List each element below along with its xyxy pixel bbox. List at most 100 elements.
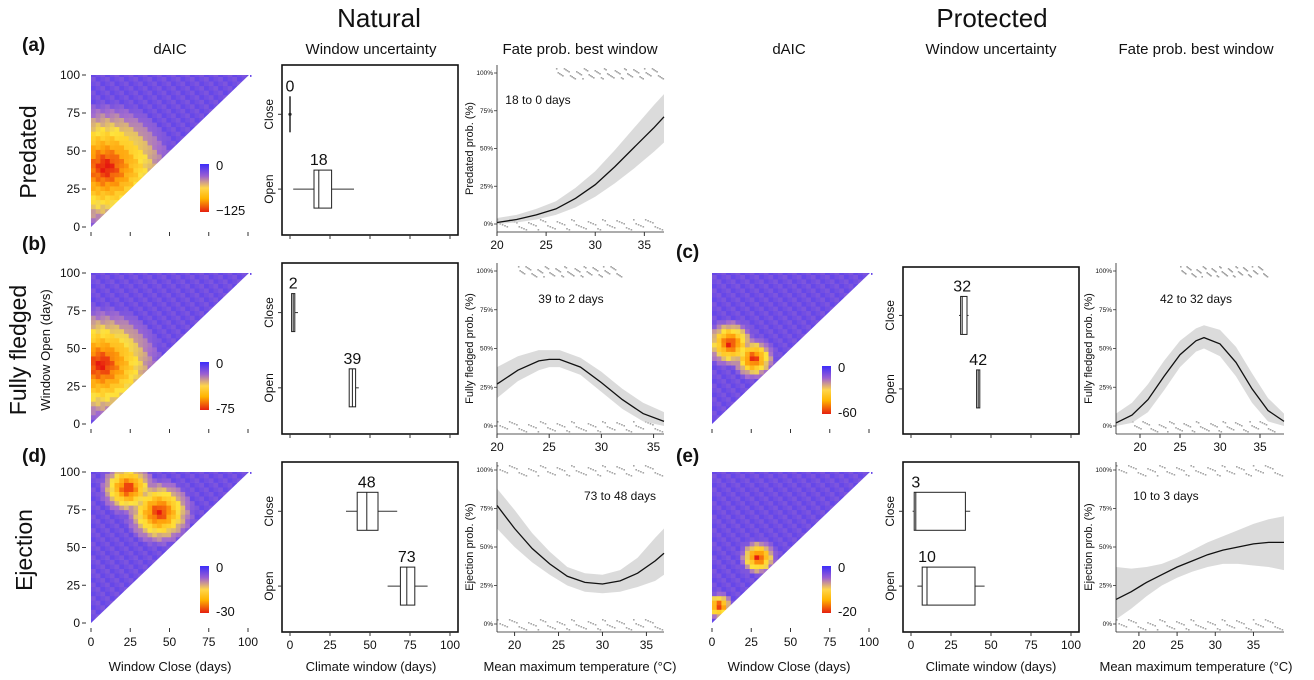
heatmap-cell [754,527,760,533]
heatmap-cell [213,496,219,502]
rug-point-bottom [609,625,611,627]
heatmap-cell [853,478,859,483]
window-annotation: 10 to 3 days [1133,489,1198,503]
heatmap-cell [124,167,130,173]
heatmap-cell [712,532,718,538]
heatmap-cell [109,292,115,298]
heatmap-cell [166,149,172,155]
heatmap-cell [175,315,181,321]
heatmap-cell [782,473,788,479]
heatmap-cell [801,482,807,488]
heatmap-cell [754,523,760,529]
heatmap-cell [820,315,826,321]
heatmap-cell [100,315,106,321]
row-label-fully-fledged: Fully fledged [5,285,31,415]
heatmap-cell [142,518,148,524]
heatmap-cell [175,518,181,524]
x-tick-label: 100 [1061,638,1081,652]
heatmap-cell [763,351,769,357]
rug-point-top [571,274,574,276]
rug-point-top [616,273,618,275]
heatmap-cell [100,356,106,361]
heatmap-cell [133,564,139,569]
heatmap-cell [218,283,224,289]
rug-point-top [1188,268,1191,270]
heatmap-cell [782,505,788,511]
rug-point-bottom [559,424,561,426]
heatmap-cell [152,328,158,334]
heatmap-cell [768,337,774,343]
heatmap-cell [175,283,181,289]
heatmap-cell [768,523,774,529]
heatmap-cell [768,324,774,330]
heatmap-cell [156,527,162,533]
heatmap-cell [138,360,144,366]
heatmap-cell [152,158,158,164]
heatmap-cell [147,482,153,488]
heatmap-cell [152,288,158,293]
heatmap-cell [749,292,755,298]
heatmap-cell [138,369,144,375]
heatmap-cell [726,541,732,547]
heatmap-cell [128,555,134,560]
heatmap-cell [138,76,144,82]
rug-point-bottom [556,423,559,425]
heatmap-cell [194,500,200,506]
rug-point-bottom [528,222,530,224]
rug-point-top [1147,468,1149,470]
heatmap-cell [124,176,130,182]
heatmap-cell [227,90,233,96]
heatmap-cell [848,273,854,275]
heatmap-cell [716,273,722,275]
rug-point-top [1257,266,1260,268]
heatmap-cell [759,279,765,284]
rug-point-bottom [1181,430,1183,432]
rug-point-bottom [499,623,501,625]
colorbar-max-label: 0 [216,158,223,173]
heatmap-cell [740,482,746,488]
heatmap-cell [175,85,181,91]
heatmap-cell [777,514,783,520]
heatmap-cell [806,487,812,492]
rug-point-bottom [1228,427,1231,429]
heatmap-cell [820,514,826,520]
heatmap-cell [142,301,148,307]
heatmap-cell [156,487,162,492]
heatmap-cell [147,472,153,474]
heatmap-cell [156,154,162,159]
heatmap-cell [773,337,779,343]
rug-point-top [531,273,533,275]
heatmap-cell [782,500,788,506]
rug-point-top [1267,466,1269,468]
heatmap-cell [726,315,732,321]
heatmap-cell [114,126,120,132]
heatmap-cell [91,176,97,182]
heatmap-cell [754,273,760,275]
heatmap-cell [194,301,200,307]
heatmap-cell [180,122,186,128]
heatmap-cell [735,301,741,307]
heatmap-cell [171,491,177,497]
heatmap-cell [119,310,125,316]
heatmap-cell [726,523,732,529]
rug-point-bottom [508,421,511,423]
rug-point-top [567,271,569,273]
heatmap-cell [810,478,816,483]
heatmap-cell [138,315,144,321]
heatmap-cell [825,505,831,511]
heatmap-cell [712,396,718,402]
rug-point-top [637,470,640,472]
heatmap-cell [91,126,97,132]
heatmap-cell [759,564,765,569]
heatmap-cell [180,85,186,91]
heatmap-cell [180,126,186,132]
heatmap-cell [142,283,148,289]
rug-point-bottom [1221,619,1224,621]
heatmap-cell [858,279,864,284]
heatmap-cell [185,482,191,488]
heatmap-cell [759,324,765,330]
heatmap-cell [161,333,167,339]
heatmap-cell [109,186,115,191]
heatmap-cell [100,122,106,128]
heatmap-cell [175,94,181,100]
